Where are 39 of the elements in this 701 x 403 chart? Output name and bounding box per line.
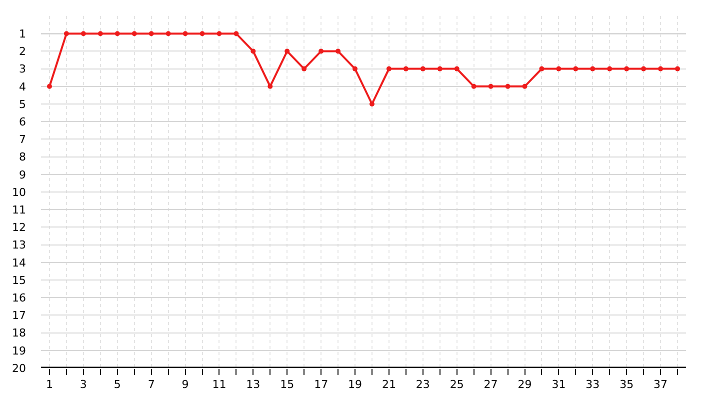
y-tick-label: 4: [19, 80, 26, 94]
y-tick-label: 6: [19, 115, 26, 128]
y-tick-label: 8: [19, 150, 26, 164]
y-tick-label: 17: [12, 309, 26, 322]
x-tick-label: 23: [416, 378, 430, 392]
x-tick-label: 5: [114, 378, 121, 392]
y-tick-label: 9: [19, 168, 26, 182]
x-tick-label: 9: [182, 378, 189, 392]
y-tick-label: 13: [12, 238, 26, 252]
y-tick-label: 19: [12, 344, 26, 358]
y-tick-label: 11: [12, 203, 26, 216]
y-tick-label: 20: [12, 362, 26, 375]
y-tick-label: 14: [12, 256, 26, 270]
y-tick-label: 15: [12, 274, 26, 287]
y-tick-label: 5: [19, 98, 26, 111]
x-tick-label: 19: [348, 378, 362, 392]
x-tick-label: 33: [586, 378, 600, 392]
x-tick-label: 7: [148, 378, 155, 392]
x-tick-label: 31: [552, 378, 566, 392]
x-tick-label: 35: [620, 378, 634, 392]
y-tick-label: 12: [12, 221, 26, 234]
y-tick-label: 2: [19, 45, 26, 58]
y-tick-label: 10: [12, 186, 26, 199]
x-tick-label: 25: [450, 378, 464, 392]
y-tick-label: 16: [12, 291, 26, 304]
x-tick-label: 13: [246, 378, 260, 392]
y-tick-label: 18: [12, 326, 26, 340]
x-tick-label: 29: [518, 378, 532, 392]
x-tick-label: 21: [382, 378, 396, 392]
y-tick-label: 7: [19, 133, 26, 146]
y-tick-label: 3: [19, 62, 26, 76]
x-tick-label: 27: [484, 378, 498, 392]
x-tick-label: 1: [46, 378, 53, 392]
x-tick-label: 15: [280, 378, 294, 392]
x-tick-label: 11: [212, 378, 226, 392]
x-tick-label: 37: [654, 378, 668, 392]
y-tick-label: 1: [19, 27, 26, 40]
x-tick-label: 3: [80, 378, 87, 392]
x-tick-label: 17: [314, 378, 328, 392]
